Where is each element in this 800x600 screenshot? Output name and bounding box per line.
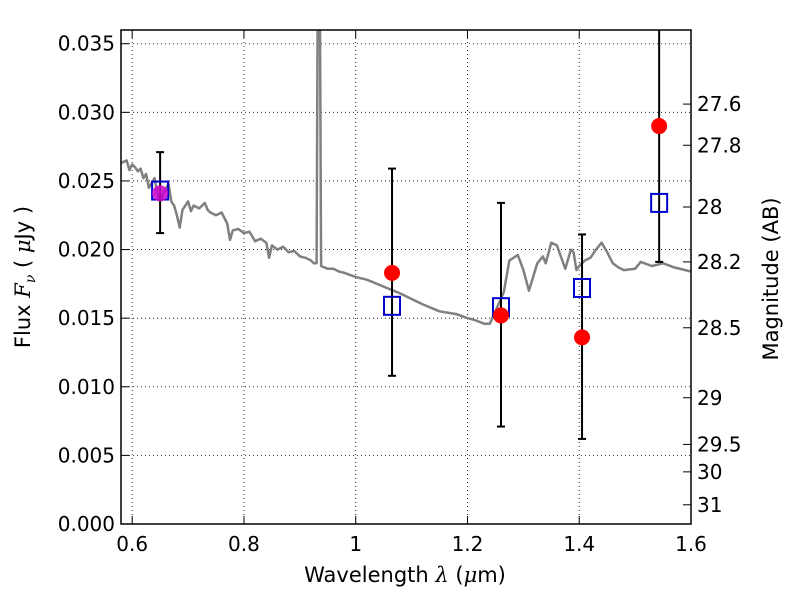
y-tick-label: 0.005	[58, 443, 115, 467]
observed-flux-point	[384, 264, 401, 281]
y-tick-label: 0.025	[58, 169, 115, 193]
x-tick-label: 1.6	[675, 532, 707, 556]
y2-tick-label: 27.8	[697, 133, 742, 157]
y2-tick-label: 28.5	[697, 316, 742, 340]
x-tick-label: 1.4	[563, 532, 595, 556]
y2-tick-label: 28	[697, 195, 722, 219]
y-tick-label: 0.030	[58, 100, 115, 124]
plot-frame	[120, 29, 692, 525]
model-flux-square	[383, 295, 402, 316]
observed-flux-point	[574, 329, 591, 346]
x-tick-label: 1	[349, 532, 362, 556]
grid-lines	[121, 30, 692, 525]
spectrum-line	[121, 30, 691, 325]
y-tick-label: 0.020	[58, 238, 115, 262]
x-tick-label: 1.2	[452, 532, 484, 556]
y2-tick-label: 30	[697, 460, 722, 484]
observed-flux-point	[651, 118, 668, 135]
y-tick-label: 0.035	[58, 32, 115, 56]
x-tick-label: 0.8	[228, 532, 260, 556]
model-flux-square	[650, 192, 669, 213]
y2-axis-label: Magnitude (AB)	[759, 197, 783, 360]
y-tick-label: 0.010	[58, 375, 115, 399]
axis-ticks: 0.6 0.8 1 1.2 1.4 1.6 0.000 0.005 0.010 0.015 0.02…	[58, 30, 742, 556]
y-axis-label: Flux Fν ( μJy )	[11, 206, 39, 348]
y2-tick-label: 27.6	[697, 92, 742, 116]
x-axis-label: Wavelength λ (μm)	[304, 563, 506, 587]
y2-tick-label: 31	[697, 493, 722, 517]
y2-tick-label: 29	[697, 386, 722, 410]
x-tick-label: 0.6	[116, 532, 148, 556]
observed-flux-point	[493, 307, 509, 324]
y-tick-label: 0.015	[58, 306, 115, 330]
observed-flux-point	[152, 185, 169, 202]
y-tick-label: 0.000	[58, 512, 115, 536]
y2-tick-label: 28.2	[697, 250, 742, 274]
plot-area	[121, 30, 691, 440]
y2-tick-label: 29.5	[697, 432, 742, 456]
model-flux-square	[573, 277, 592, 298]
